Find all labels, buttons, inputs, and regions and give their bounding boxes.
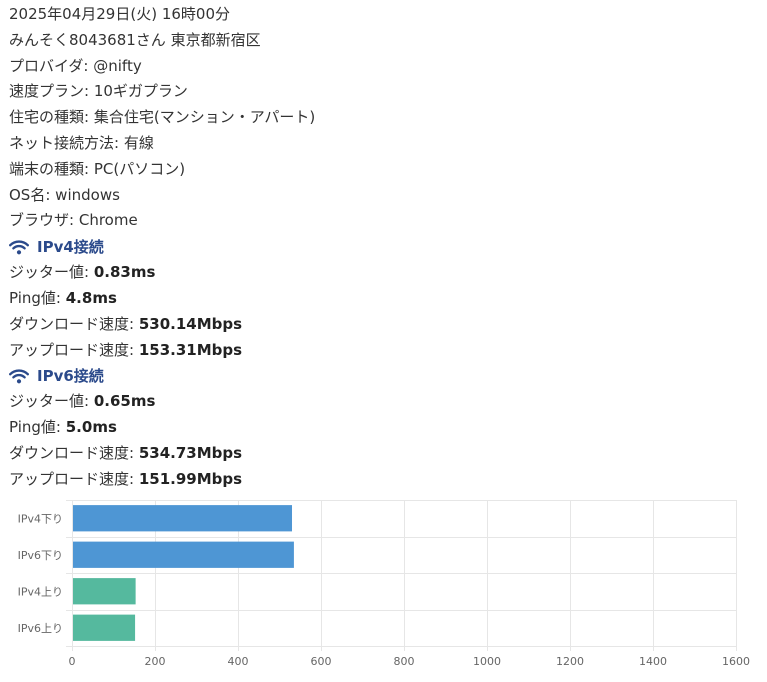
info-value: windows xyxy=(55,185,120,204)
datetime: 2025年04月29日(火) 16時00分 xyxy=(9,5,230,23)
bar-IPv6上り xyxy=(73,614,136,641)
info-label: 速度プラン: xyxy=(9,82,90,101)
x-tick-label: 600 xyxy=(311,655,332,668)
bar-IPv4上り xyxy=(73,578,136,605)
ipv4-download: ダウンロード速度: 530.14Mbps xyxy=(9,312,759,338)
ipv4-ping: Ping値: 4.8ms xyxy=(9,286,759,312)
info-os: OS名: windows xyxy=(9,183,759,209)
x-tick-label: 1200 xyxy=(556,655,584,668)
user-location: みんそく8043681さん 東京都新宿区 xyxy=(9,30,261,49)
info-device: 端末の種類: PC(パソコン) xyxy=(9,157,759,183)
y-tick-label: IPv6上り xyxy=(18,622,63,635)
metric-value: 530.14Mbps xyxy=(138,314,243,333)
info-value: 10ギガプラン xyxy=(93,82,188,101)
metric-label: ダウンロード速度: xyxy=(9,443,135,462)
bar-IPv6下り xyxy=(73,541,294,568)
ipv6-jitter: ジッター値: 0.65ms xyxy=(9,389,759,415)
ipv6-ping: Ping値: 5.0ms xyxy=(9,415,759,441)
bar-IPv4下り xyxy=(73,505,293,532)
y-tick-label: IPv4上り xyxy=(18,585,63,598)
metric-value: 5.0ms xyxy=(65,418,117,437)
info-housing: 住宅の種類: 集合住宅(マンション・アパート) xyxy=(9,105,759,131)
info-value: PC(パソコン) xyxy=(93,159,186,178)
wifi-icon xyxy=(9,240,29,255)
x-tick-label: 800 xyxy=(394,655,415,668)
x-tick-label: 1000 xyxy=(473,655,501,668)
metric-value: 151.99Mbps xyxy=(138,469,243,488)
ipv6-upload: アップロード速度: 151.99Mbps xyxy=(9,467,759,493)
info-value: 有線 xyxy=(123,133,154,152)
y-tick-label: IPv6下り xyxy=(18,549,63,562)
info-label: プロバイダ: xyxy=(9,56,89,75)
x-tick-label: 200 xyxy=(145,655,166,668)
metric-value: 153.31Mbps xyxy=(138,340,243,359)
info-label: ブラウザ: xyxy=(9,211,75,230)
ipv6-heading: IPv6接続 xyxy=(9,363,759,389)
metric-label: Ping値: xyxy=(9,288,61,307)
info-label: 住宅の種類: xyxy=(9,108,90,127)
x-tick-label: 0 xyxy=(69,655,76,668)
info-plan: 速度プラン: 10ギガプラン xyxy=(9,79,759,105)
metric-label: アップロード速度: xyxy=(9,340,135,359)
ipv4-title: IPv4接続 xyxy=(37,238,104,257)
info-browser: ブラウザ: Chrome xyxy=(9,208,759,234)
metric-label: ジッター値: xyxy=(9,392,90,411)
info-value: Chrome xyxy=(78,211,138,230)
metric-value: 0.65ms xyxy=(93,392,156,411)
info-value: 集合住宅(マンション・アパート) xyxy=(93,108,316,127)
ipv6-title: IPv6接続 xyxy=(37,367,104,386)
metric-label: アップロード速度: xyxy=(9,469,135,488)
info-provider: プロバイダ: @nifty xyxy=(9,54,759,80)
metric-label: Ping値: xyxy=(9,418,61,437)
info-value: @nifty xyxy=(93,56,142,75)
y-tick-label: IPv4下り xyxy=(18,512,63,525)
metric-value: 534.73Mbps xyxy=(138,443,243,462)
x-tick-label: 1400 xyxy=(639,655,667,668)
info-label: ネット接続方法: xyxy=(9,133,120,152)
speed-bar-chart: IPv4下り IPv6下り IPv4上り IPv6上り 0 200 400 600 800 100… xyxy=(18,500,750,668)
metric-value: 0.83ms xyxy=(93,263,156,282)
metric-value: 4.8ms xyxy=(65,288,117,307)
ipv4-upload: アップロード速度: 153.31Mbps xyxy=(9,338,759,364)
metric-label: ダウンロード速度: xyxy=(9,314,135,333)
info-connection: ネット接続方法: 有線 xyxy=(9,131,759,157)
ipv4-heading: IPv4接続 xyxy=(9,234,759,260)
metric-label: ジッター値: xyxy=(9,263,90,282)
ipv4-jitter: ジッター値: 0.83ms xyxy=(9,260,759,286)
info-label: 端末の種類: xyxy=(9,159,90,178)
result-info: 2025年04月29日(火) 16時00分 みんそく8043681さん 東京都新… xyxy=(9,2,759,493)
info-label: OS名: xyxy=(9,185,51,204)
x-tick-label: 400 xyxy=(228,655,249,668)
x-tick-label: 1600 xyxy=(722,655,750,668)
ipv6-download: ダウンロード速度: 534.73Mbps xyxy=(9,441,759,467)
wifi-icon xyxy=(9,369,29,384)
